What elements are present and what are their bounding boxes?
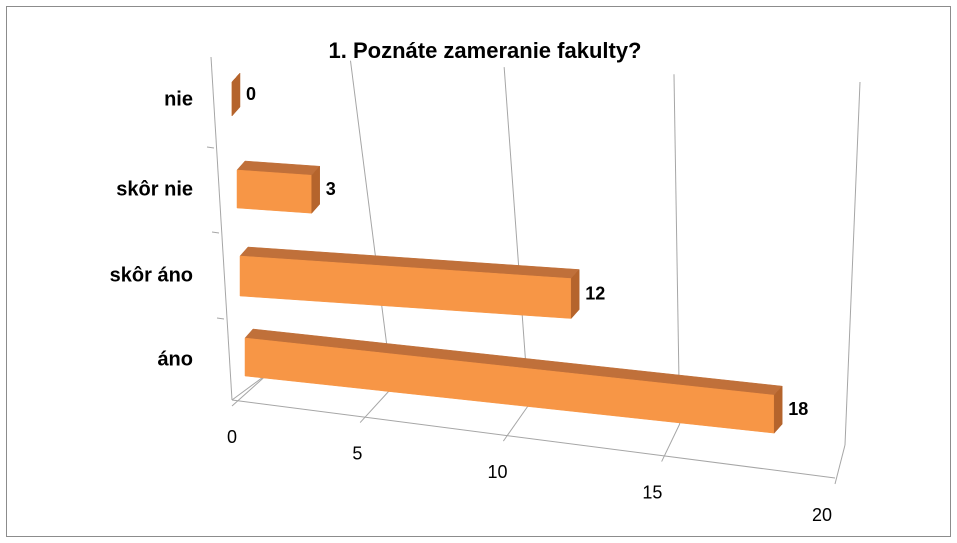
grid-line	[844, 81, 861, 446]
y-tick-label: skôr áno	[110, 264, 193, 286]
x-tick-label: 10	[487, 462, 507, 482]
bar-front	[236, 169, 312, 214]
y-tick	[216, 317, 225, 320]
floor-grid-line	[834, 444, 846, 485]
bar-end	[311, 165, 320, 214]
x-axis	[231, 399, 836, 479]
bar	[239, 246, 580, 320]
data-label: 0	[246, 84, 256, 104]
y-tick-label: skôr nie	[116, 178, 193, 200]
y-tick	[206, 146, 215, 149]
x-tick-label: 20	[812, 505, 832, 525]
floor-grid-line	[502, 404, 530, 442]
grid-line	[503, 67, 530, 405]
data-label: 3	[326, 179, 336, 199]
y-tick-label: áno	[157, 348, 193, 370]
data-label: 18	[788, 399, 808, 419]
y-tick	[211, 231, 220, 234]
x-tick-label: 15	[642, 482, 662, 502]
x-tick-label: 5	[352, 443, 362, 463]
y-axis	[210, 56, 233, 401]
grid-line	[673, 74, 681, 425]
bar	[236, 160, 321, 214]
data-label: 12	[585, 283, 605, 303]
bar	[231, 72, 241, 117]
bar-end	[231, 72, 241, 117]
bar-end	[773, 385, 783, 434]
bar	[244, 328, 783, 434]
chart-title: 1. Poznáte zameranie fakulty?	[329, 38, 642, 63]
grid-line	[349, 60, 393, 388]
floor-grid-line	[359, 387, 393, 423]
floor-grid-line	[661, 423, 681, 462]
x-tick-label: 0	[227, 427, 237, 447]
bar-end	[570, 268, 580, 320]
y-tick-label: nie	[164, 88, 193, 110]
